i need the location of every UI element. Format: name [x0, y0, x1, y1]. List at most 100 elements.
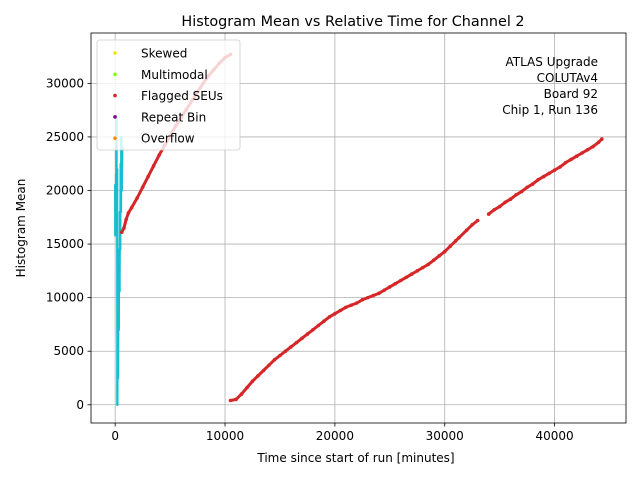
data-point	[157, 153, 161, 157]
data-point	[399, 279, 403, 283]
data-point	[525, 185, 529, 189]
data-point	[498, 205, 502, 209]
annotation-line: Board 92	[544, 87, 598, 101]
legend-marker	[113, 73, 117, 77]
data-point	[388, 285, 392, 289]
data-point	[245, 386, 249, 390]
data-point	[229, 399, 233, 403]
data-point	[564, 161, 568, 165]
data-point	[569, 158, 573, 162]
x-tick-label: 40000	[535, 429, 573, 443]
data-point	[600, 137, 604, 141]
data-point	[300, 337, 304, 341]
data-point	[120, 230, 124, 234]
y-tick-label: 30000	[46, 76, 84, 90]
data-point	[273, 358, 277, 362]
data-point	[558, 165, 562, 169]
data-point	[454, 239, 458, 243]
data-point	[492, 208, 496, 212]
data-point	[311, 328, 315, 332]
legend-label: Overflow	[141, 132, 195, 146]
data-point	[306, 332, 310, 336]
data-point	[410, 272, 414, 276]
y-tick-label: 20000	[46, 184, 84, 198]
data-point	[575, 154, 579, 158]
data-point	[251, 379, 255, 383]
data-point	[234, 398, 238, 402]
data-point	[152, 164, 156, 168]
data-point	[278, 354, 282, 358]
data-point	[457, 236, 461, 240]
legend-label: Flagged SEUs	[141, 89, 223, 103]
x-axis-label: Time since start of run [minutes]	[256, 451, 454, 465]
data-point	[333, 312, 337, 316]
y-axis-label: Histogram Mean	[14, 179, 28, 278]
legend-label: Multimodal	[141, 68, 208, 82]
data-point	[531, 182, 535, 186]
legend-marker	[113, 94, 117, 98]
data-point	[542, 175, 546, 179]
data-point	[547, 172, 551, 176]
data-point	[586, 148, 590, 152]
data-point	[122, 226, 126, 230]
data-point	[509, 197, 513, 201]
x-tick-label: 0	[111, 429, 119, 443]
data-point	[339, 309, 343, 313]
data-point	[366, 296, 370, 300]
data-point	[520, 190, 524, 194]
data-point	[328, 315, 332, 319]
data-point	[404, 275, 408, 279]
data-point	[591, 145, 595, 149]
legend: Skewed Multimodal Flagged SEUs Repeat Bin Ov…	[97, 40, 240, 150]
y-tick-label: 15000	[46, 237, 84, 251]
data-point	[580, 151, 584, 155]
data-point	[377, 292, 381, 296]
data-point	[361, 298, 365, 302]
x-tick-label: 30000	[426, 429, 464, 443]
data-point	[262, 369, 266, 373]
legend-marker	[113, 51, 117, 55]
y-tick-label: 25000	[46, 130, 84, 144]
legend-label: Repeat Bin	[141, 110, 206, 124]
y-tick-label: 0	[76, 398, 84, 412]
data-point	[267, 363, 271, 367]
data-point	[503, 200, 507, 204]
data-point	[514, 193, 518, 197]
data-point	[141, 185, 145, 189]
legend-marker	[113, 136, 117, 140]
data-point	[372, 294, 376, 298]
data-point	[394, 282, 398, 286]
legend-marker	[113, 115, 117, 119]
data-point	[383, 288, 387, 292]
data-point	[130, 206, 134, 210]
data-point	[448, 244, 452, 248]
x-tick-label: 20000	[316, 429, 354, 443]
data-point	[350, 303, 354, 307]
data-point	[443, 250, 447, 254]
annotation-line: ATLAS Upgrade	[505, 55, 598, 69]
legend-label: Skewed	[141, 47, 187, 61]
data-point	[256, 374, 260, 378]
data-point	[421, 266, 425, 270]
data-point	[426, 263, 430, 267]
data-point	[415, 269, 419, 273]
data-point	[487, 212, 491, 216]
annotation-line: COLUTAv4	[537, 71, 598, 85]
data-point	[289, 345, 293, 349]
data-point	[355, 301, 359, 305]
x-tick-label: 10000	[206, 429, 244, 443]
y-tick-label: 5000	[53, 344, 84, 358]
annotation-line: Chip 1, Run 136	[502, 103, 598, 117]
data-point	[344, 305, 348, 309]
chart-title: Histogram Mean vs Relative Time for Chan…	[181, 14, 524, 30]
data-point	[146, 175, 150, 179]
data-point	[322, 319, 326, 323]
data-point	[470, 223, 474, 227]
data-point	[597, 140, 601, 144]
data-point	[295, 341, 299, 345]
trace-segment	[122, 148, 123, 191]
y-tick-label: 10000	[46, 291, 84, 305]
data-point	[476, 219, 480, 223]
